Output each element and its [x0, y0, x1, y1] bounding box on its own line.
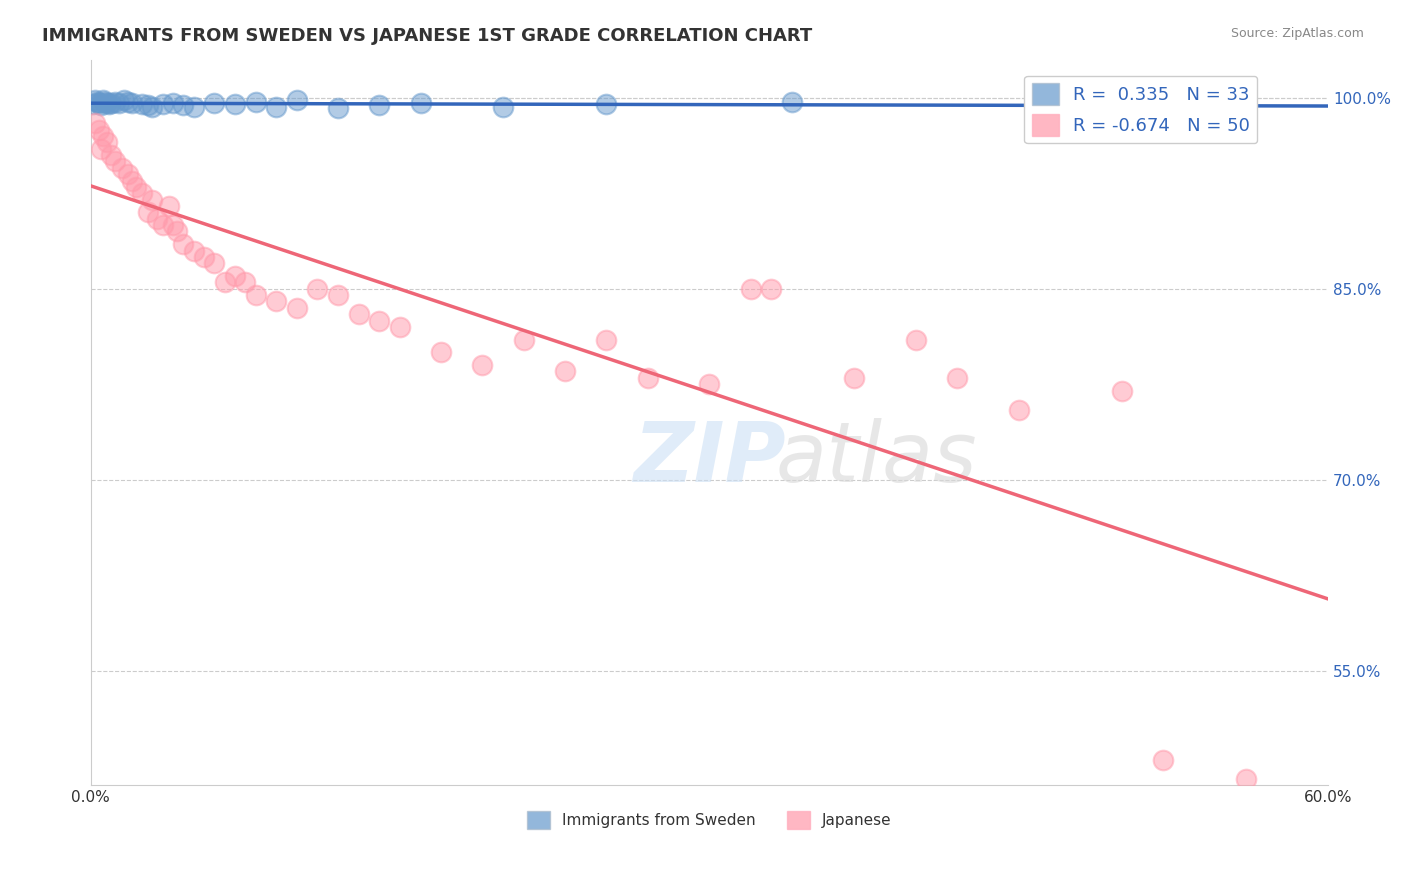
- Text: atlas: atlas: [776, 418, 977, 500]
- Text: ZIP: ZIP: [633, 418, 786, 500]
- Point: [83, 116, 105, 130]
- Point: [121, 173, 143, 187]
- Point: [166, 224, 188, 238]
- Point: [86, 95, 108, 109]
- Point: [637, 371, 659, 385]
- Point: [245, 95, 267, 109]
- Point: [131, 186, 153, 201]
- Point: [82, 97, 104, 112]
- Point: [157, 199, 180, 213]
- Point: [326, 288, 349, 302]
- Point: [326, 101, 349, 115]
- Point: [131, 97, 153, 112]
- Point: [125, 180, 148, 194]
- Point: [110, 161, 132, 175]
- Point: [117, 167, 139, 181]
- Point: [224, 97, 246, 112]
- Point: [141, 193, 163, 207]
- Point: [368, 313, 391, 327]
- Point: [202, 256, 225, 270]
- Point: [202, 95, 225, 110]
- Point: [842, 371, 865, 385]
- Point: [430, 345, 453, 359]
- Point: [388, 319, 411, 334]
- Point: [98, 97, 121, 112]
- Point: [471, 358, 494, 372]
- Point: [233, 276, 256, 290]
- Point: [104, 95, 127, 109]
- Point: [91, 93, 114, 107]
- Point: [183, 100, 205, 114]
- Point: [87, 95, 110, 110]
- Point: [104, 154, 127, 169]
- Point: [409, 95, 432, 110]
- Point: [946, 371, 969, 385]
- Point: [347, 307, 370, 321]
- Point: [780, 95, 803, 109]
- Point: [699, 377, 721, 392]
- Point: [595, 97, 617, 112]
- Point: [162, 95, 184, 110]
- Point: [117, 95, 139, 109]
- Point: [138, 205, 160, 219]
- Point: [1152, 753, 1174, 767]
- Point: [152, 97, 174, 112]
- Point: [90, 98, 112, 112]
- Point: [172, 237, 194, 252]
- Legend: Immigrants from Sweden, Japanese: Immigrants from Sweden, Japanese: [522, 805, 897, 836]
- Point: [87, 122, 110, 136]
- Point: [145, 211, 167, 226]
- Point: [138, 98, 160, 112]
- Point: [307, 282, 329, 296]
- Point: [904, 333, 927, 347]
- Point: [96, 136, 118, 150]
- Point: [162, 218, 184, 232]
- Point: [108, 95, 131, 110]
- Text: IMMIGRANTS FROM SWEDEN VS JAPANESE 1ST GRADE CORRELATION CHART: IMMIGRANTS FROM SWEDEN VS JAPANESE 1ST G…: [42, 27, 813, 45]
- Point: [761, 282, 783, 296]
- Point: [368, 98, 391, 112]
- Point: [264, 294, 287, 309]
- Point: [90, 142, 112, 156]
- Point: [193, 250, 215, 264]
- Point: [285, 93, 308, 107]
- Point: [1234, 772, 1257, 786]
- Point: [595, 333, 617, 347]
- Point: [91, 128, 114, 143]
- Point: [121, 95, 143, 110]
- Point: [245, 288, 267, 302]
- Point: [94, 95, 117, 109]
- Point: [1008, 402, 1031, 417]
- Text: Source: ZipAtlas.com: Source: ZipAtlas.com: [1230, 27, 1364, 40]
- Point: [141, 100, 163, 114]
- Point: [285, 301, 308, 315]
- Point: [96, 95, 118, 110]
- Point: [264, 100, 287, 114]
- Point: [100, 148, 122, 162]
- Point: [100, 95, 122, 110]
- Point: [172, 98, 194, 112]
- Point: [513, 333, 536, 347]
- Point: [554, 364, 576, 378]
- Point: [152, 218, 174, 232]
- Point: [224, 268, 246, 283]
- Point: [83, 93, 105, 107]
- Point: [214, 276, 236, 290]
- Point: [492, 100, 515, 114]
- Point: [112, 93, 135, 107]
- Point: [183, 244, 205, 258]
- Point: [740, 282, 762, 296]
- Point: [1111, 384, 1133, 398]
